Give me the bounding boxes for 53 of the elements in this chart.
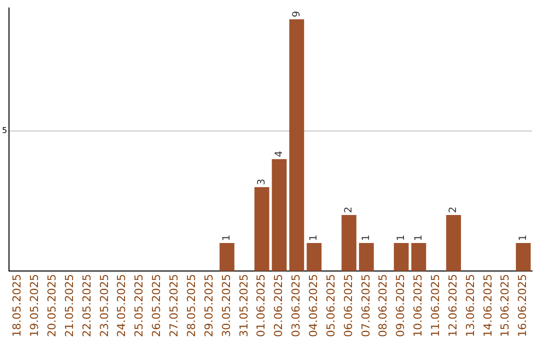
bar: [394, 243, 409, 272]
bar: [306, 243, 322, 272]
bar: [342, 215, 356, 272]
x-tick-label: 13.06.2025: [464, 274, 477, 338]
x-tick-label: 31.05.2025: [237, 274, 250, 338]
data-label: 4: [274, 150, 285, 158]
data-label: 9: [291, 10, 302, 18]
bar: [516, 243, 531, 272]
x-tick-label: 09.06.2025: [394, 274, 408, 338]
y-tick-label: 5: [2, 126, 8, 136]
x-tick-label: 18.05.2025: [10, 274, 24, 338]
bar: [446, 215, 461, 272]
data-label: 1: [222, 234, 233, 242]
x-tick-label: 20.05.2025: [46, 274, 59, 338]
x-tick-label: 14.06.2025: [481, 274, 494, 338]
x-tick-label: 02.06.2025: [272, 274, 286, 338]
bar: [272, 159, 287, 272]
x-tick-label: 21.05.2025: [62, 274, 76, 338]
x-tick-label: 28.05.2025: [184, 274, 198, 338]
x-tick-label: 22.05.2025: [80, 274, 94, 338]
bar: [289, 19, 304, 272]
x-tick-label: 23.05.2025: [98, 274, 111, 338]
data-label: 1: [396, 234, 407, 242]
x-tick-label: 24.05.2025: [115, 274, 128, 338]
x-tick-label: 29.05.2025: [202, 274, 216, 338]
x-tick-label: 08.06.2025: [376, 274, 390, 338]
x-tick-label: 26.05.2025: [150, 274, 164, 338]
data-label: 3: [256, 178, 268, 186]
x-tick-label: 04.06.2025: [306, 274, 320, 338]
x-tick-label: 30.05.2025: [220, 274, 233, 338]
data-label: 1: [308, 234, 320, 242]
data-label: 1: [413, 234, 424, 242]
data-label: 1: [361, 234, 372, 242]
x-tick-label: 01.06.2025: [254, 274, 268, 338]
data-label: 1: [518, 234, 529, 242]
x-tick-label: 03.06.2025: [290, 274, 303, 338]
data-label: 2: [448, 206, 460, 214]
x-tick-label: 15.06.2025: [498, 274, 512, 338]
x-tick-label: 05.06.2025: [324, 274, 338, 338]
x-tick-label: 12.06.2025: [446, 274, 460, 338]
x-tick-label: 25.05.2025: [132, 274, 146, 338]
bar: [220, 243, 234, 272]
x-tick-label: 27.05.2025: [168, 274, 181, 338]
bar: [254, 187, 270, 272]
bar: [411, 243, 426, 272]
x-tick-label: 07.06.2025: [359, 274, 372, 338]
x-tick-label: 16.06.2025: [516, 274, 530, 338]
x-tick-label: 06.06.2025: [342, 274, 355, 338]
x-tick-label: 10.06.2025: [412, 274, 425, 338]
x-tick-label: 19.05.2025: [28, 274, 42, 338]
bar: [359, 243, 374, 272]
x-tick-label: 11.06.2025: [428, 274, 442, 338]
data-label: 2: [344, 206, 355, 214]
